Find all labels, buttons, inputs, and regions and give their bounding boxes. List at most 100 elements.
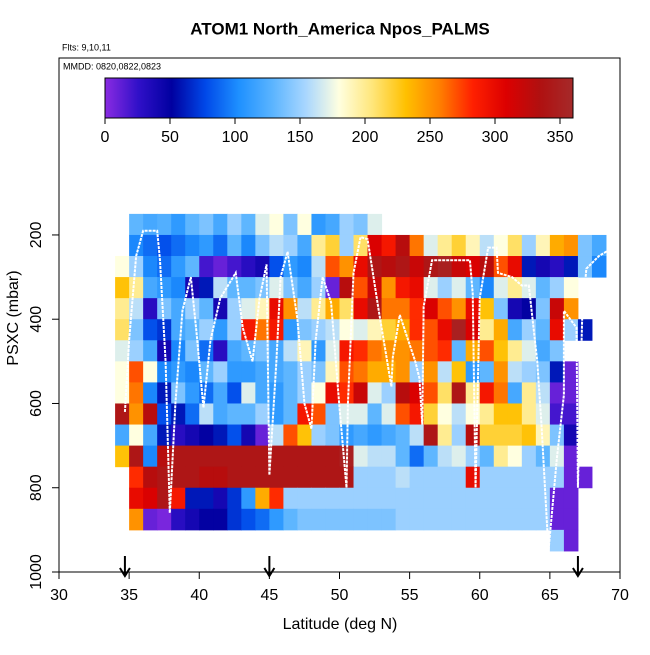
- heatmap-cell: [549, 298, 565, 320]
- heatmap-cell: [493, 466, 509, 489]
- heatmap-cell: [213, 319, 228, 341]
- heatmap-cell: [129, 403, 144, 426]
- heatmap-cell: [507, 256, 523, 278]
- heatmap-cell: [129, 487, 144, 510]
- heatmap-cell: [507, 403, 523, 426]
- heatmap-cell: [213, 508, 228, 531]
- heatmap-cell: [423, 340, 439, 362]
- heatmap-cell: [465, 487, 481, 510]
- heatmap-cell: [185, 340, 200, 362]
- heatmap-cell: [171, 298, 186, 320]
- heatmap-cell: [367, 466, 383, 489]
- heatmap-cell: [227, 256, 242, 278]
- heatmap-cell: [241, 340, 256, 362]
- heatmap-cell: [143, 424, 158, 447]
- heatmap-cell: [563, 529, 579, 552]
- heatmap-cell: [143, 403, 158, 426]
- heatmap-cell: [437, 298, 453, 320]
- heatmap-cell: [283, 213, 298, 236]
- heatmap-cell: [423, 424, 439, 447]
- heatmap-cell: [171, 487, 186, 510]
- heatmap-cell: [549, 361, 565, 383]
- heatmap-cell: [367, 340, 383, 362]
- heatmap-cell: [549, 256, 565, 278]
- heatmap-cell: [199, 298, 214, 320]
- heatmap-cell: [241, 466, 256, 489]
- heatmap-cell: [423, 319, 439, 341]
- x-tick-label: 70: [611, 587, 629, 604]
- heatmap-cell: [451, 298, 467, 320]
- heatmap-cell: [241, 508, 256, 531]
- heatmap-cell: [437, 466, 453, 489]
- heatmap-cell: [507, 382, 523, 404]
- heatmap-cell: [395, 466, 411, 489]
- heatmap-cell: [185, 466, 200, 489]
- heatmap-cell: [493, 361, 509, 383]
- heatmap-cell: [185, 487, 200, 510]
- heatmap-cell: [521, 487, 537, 510]
- subtitle: Flts: 9,10,11: [62, 42, 111, 52]
- heatmap-cell: [591, 234, 607, 257]
- heatmap-cell: [549, 277, 565, 299]
- heatmap-cell: [325, 256, 340, 278]
- heatmap-cell: [241, 213, 256, 236]
- heatmap-cell: [213, 213, 228, 236]
- heatmap-cell: [549, 382, 565, 404]
- heatmap-cell: [129, 298, 144, 320]
- heatmap-cell: [213, 466, 228, 489]
- heatmap-cell: [297, 319, 312, 341]
- heatmap-cell: [227, 361, 242, 383]
- heatmap-cell: [227, 340, 242, 362]
- heatmap-cell: [465, 234, 481, 257]
- heatmap-cell: [297, 256, 312, 278]
- x-axis-title: Latitude (deg N): [283, 616, 398, 633]
- heatmap-cell: [199, 256, 214, 278]
- heatmap-cell: [325, 403, 340, 426]
- colorbar-tick-label: 250: [417, 129, 444, 146]
- heatmap-cell: [493, 424, 509, 447]
- heatmap-cell: [437, 340, 453, 362]
- heatmap-cell: [465, 424, 481, 447]
- heatmap-cell: [549, 508, 565, 531]
- heatmap-cell: [283, 277, 298, 299]
- heatmap-cell: [451, 319, 467, 341]
- heatmap-cell: [479, 361, 495, 383]
- heatmap-cell: [423, 445, 439, 468]
- heatmap-cell: [269, 340, 284, 362]
- heatmap-cell: [255, 340, 270, 362]
- heatmap-cell: [535, 277, 551, 299]
- heatmap-cell: [437, 256, 453, 278]
- heatmap-cell: [451, 403, 467, 426]
- heatmap-cell: [311, 382, 326, 404]
- heatmap-cell: [227, 445, 242, 468]
- heatmap-cell: [185, 424, 200, 447]
- heatmap-cell: [563, 234, 579, 257]
- heatmap-cell: [451, 256, 467, 278]
- heatmap-cell: [325, 445, 340, 468]
- heatmap-cell: [353, 256, 369, 278]
- heatmap-cell: [409, 340, 425, 362]
- heatmap-cell: [283, 234, 298, 257]
- heatmap-cell: [535, 403, 551, 426]
- heatmap-cell: [367, 382, 383, 404]
- heatmap-cell: [437, 319, 453, 341]
- heatmap-cell: [339, 298, 355, 320]
- heatmap-cell: [297, 382, 312, 404]
- heatmap-cell: [171, 213, 186, 236]
- x-tick-label: 50: [331, 587, 349, 604]
- heatmap-cell: [213, 403, 228, 426]
- heatmap-cell: [367, 487, 383, 510]
- heatmap-cell: [143, 508, 158, 531]
- heatmap-cell: [395, 340, 411, 362]
- heatmap-cell: [325, 340, 340, 362]
- heatmap-cell: [549, 529, 565, 552]
- heatmap-cell: [367, 424, 383, 447]
- heatmap-cell: [353, 424, 369, 447]
- heatmap-cell: [395, 403, 411, 426]
- heatmap-cell: [423, 298, 439, 320]
- heatmap-cell: [241, 382, 256, 404]
- heatmap-cell: [381, 277, 397, 299]
- heatmap-cell: [157, 445, 172, 468]
- heatmap-cell: [409, 319, 425, 341]
